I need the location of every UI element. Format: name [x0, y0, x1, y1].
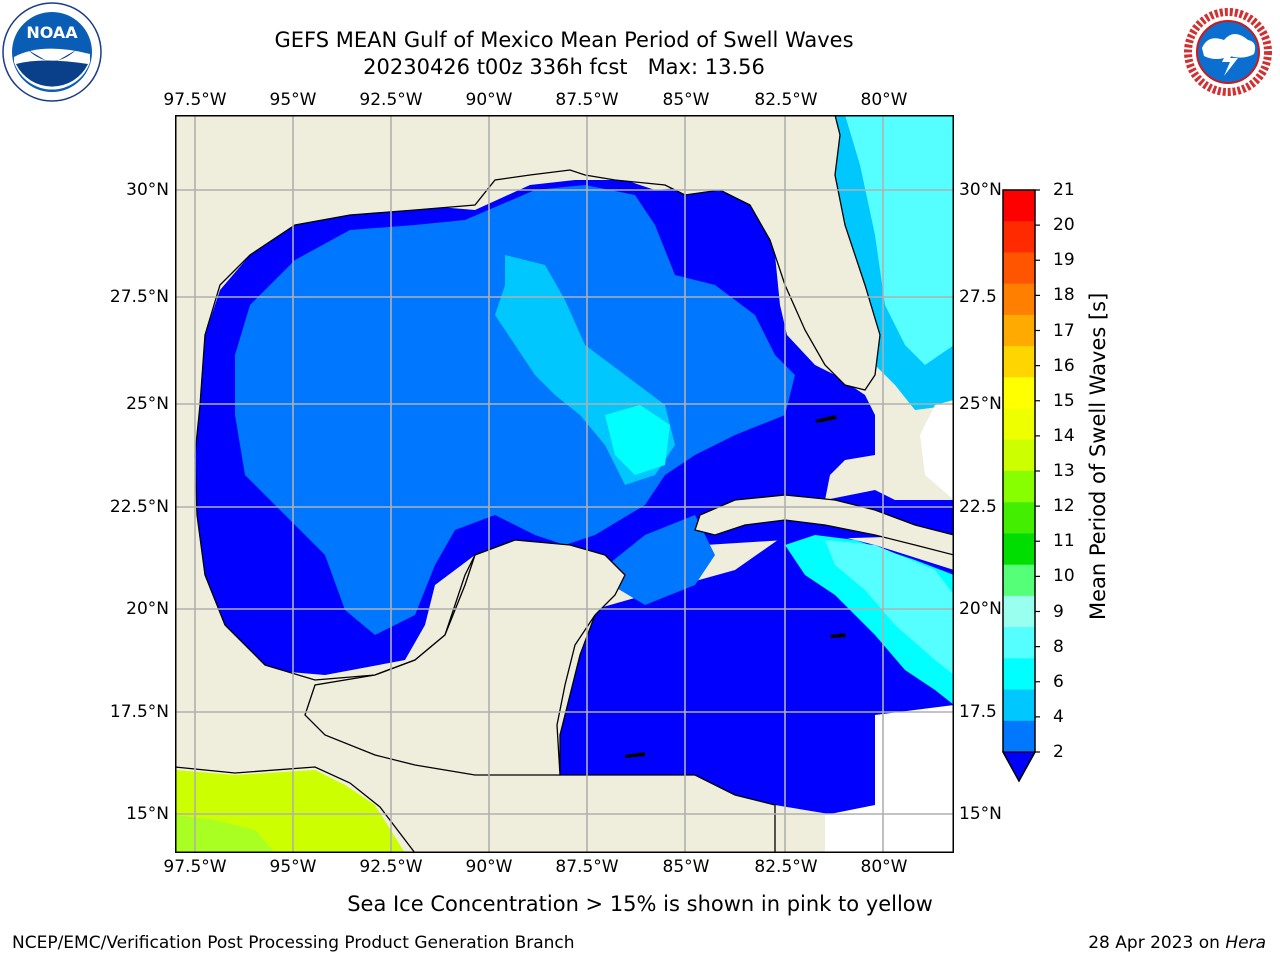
- noaa-logo: NOAA: [2, 2, 102, 102]
- lon-tick-top: 95°W: [269, 90, 317, 110]
- lon-tick-top: 82.5°W: [754, 90, 818, 110]
- lat-tick-left: 22.5°N: [109, 497, 169, 517]
- lon-tick-bottom: 90°W: [465, 857, 513, 877]
- colorbar-label: 21: [1053, 180, 1075, 200]
- lon-tick-bottom: 92.5°W: [359, 857, 423, 877]
- colorbar-title: Mean Period of Swell Waves [s]: [1086, 292, 1110, 620]
- colorbar-label: 15: [1053, 390, 1075, 411]
- lat-tick-left: 17.5°N: [109, 702, 169, 722]
- caribbean-aqua-band: [825, 540, 954, 675]
- lat-tick-right: 22.5: [959, 497, 997, 517]
- colorbar-band: [1003, 502, 1035, 534]
- colorbar-label: 11: [1053, 531, 1075, 552]
- colorbar-band: [1003, 190, 1035, 222]
- colorbar-band: [1003, 252, 1035, 285]
- colorbar-label: 8: [1053, 636, 1064, 657]
- colorbar-label: 20: [1053, 215, 1075, 236]
- lat-tick-right: 30°N: [959, 180, 1002, 200]
- colorbar-band: [1003, 627, 1035, 659]
- colorbar-band: [1003, 377, 1035, 410]
- lat-tick-left: 15°N: [126, 804, 169, 824]
- colorbar-band: [1003, 408, 1035, 441]
- lat-tick-right: 17.5: [959, 702, 997, 722]
- colorbar-band: [1003, 346, 1035, 378]
- colorbar-label: 16: [1053, 355, 1075, 376]
- gulf-cyan-patch-2: [605, 405, 670, 475]
- lat-tick-left: 20°N: [126, 599, 169, 619]
- footer-date-text: 28 Apr 2023 on: [1088, 933, 1226, 953]
- colorbar-label: 2: [1053, 742, 1064, 762]
- colorbar-frame: [1002, 189, 1036, 783]
- lon-tick-bottom: 97.5°W: [163, 857, 227, 877]
- noaa-logo-icon: NOAA: [2, 2, 102, 102]
- colorbar-label: 6: [1053, 671, 1064, 692]
- colorbar-label: 13: [1053, 461, 1075, 481]
- lon-tick-bottom: 85°W: [662, 857, 710, 877]
- lon-tick-bottom: 87.5°W: [555, 857, 619, 877]
- nws-logo-icon: [1180, 4, 1276, 100]
- lat-tick-left: 27.5°N: [109, 287, 169, 307]
- colorbar-band: [1003, 439, 1035, 472]
- atlantic-aqua-field: [845, 115, 954, 365]
- colorbar-label: 10: [1053, 566, 1075, 587]
- lat-tick-right: 27.5: [959, 287, 997, 307]
- colorbar-graphic: [1001, 189, 1040, 783]
- colorbar-band: [1003, 471, 1035, 503]
- colorbar-band: [1003, 689, 1035, 722]
- map-panel: [175, 115, 954, 853]
- colorbar-label: 17: [1053, 320, 1075, 341]
- pacific-lime-field: [175, 815, 275, 853]
- colorbar-band: [1003, 283, 1035, 316]
- lat-tick-left: 25°N: [126, 394, 169, 414]
- land-yucatan: [304, 539, 626, 776]
- nws-logo: [1178, 2, 1278, 102]
- lon-tick-bottom: 95°W: [269, 857, 317, 877]
- colorbar: [1000, 185, 1040, 785]
- colorbar-band: [1003, 564, 1035, 597]
- colorbar-band: [1003, 533, 1035, 566]
- sea-ice-note: Sea Ice Concentration > 15% is shown in …: [347, 892, 933, 916]
- footer-date: 28 Apr 2023 on Hera: [1088, 933, 1266, 953]
- colorbar-label: 18: [1053, 285, 1075, 306]
- noaa-logo-text: NOAA: [26, 23, 78, 42]
- colorbar-band: [1003, 595, 1035, 628]
- lat-tick-right: 20°N: [959, 599, 1002, 619]
- lon-tick-top: 80°W: [860, 90, 908, 110]
- swell-period-map: [175, 115, 954, 853]
- map-frame: [175, 115, 954, 853]
- colorbar-label: 12: [1053, 496, 1075, 517]
- colorbar-band: [1003, 658, 1035, 691]
- lon-tick-top: 90°W: [465, 90, 513, 110]
- colorbar-band: [1003, 221, 1035, 253]
- footer-host: Hera: [1225, 933, 1266, 953]
- chart-subtitle: 20230426 t00z 336h fcst Max: 13.56: [363, 55, 765, 79]
- lat-tick-right: 15°N: [959, 804, 1002, 824]
- land-cuba: [694, 494, 954, 556]
- nodata-patch-2: [920, 400, 954, 500]
- lon-tick-top: 97.5°W: [163, 90, 227, 110]
- colorbar-extend-arrow: [1001, 751, 1037, 783]
- colorbar-label: 19: [1053, 250, 1075, 271]
- lat-tick-left: 30°N: [126, 180, 169, 200]
- lat-tick-right: 25°N: [959, 394, 1002, 414]
- lon-tick-top: 87.5°W: [555, 90, 619, 110]
- chart-title: GEFS MEAN Gulf of Mexico Mean Period of …: [274, 28, 854, 52]
- lon-tick-bottom: 82.5°W: [754, 857, 818, 877]
- footer-credit: NCEP/EMC/Verification Post Processing Pr…: [12, 933, 575, 953]
- colorbar-band: [1003, 720, 1035, 753]
- graticule: [175, 115, 954, 853]
- colorbar-band: [1003, 314, 1035, 347]
- colorbar-label: 4: [1053, 706, 1064, 727]
- lon-tick-top: 85°W: [662, 90, 710, 110]
- colorbar-label: 9: [1053, 601, 1064, 622]
- colorbar-label: 14: [1053, 425, 1075, 446]
- lon-tick-bottom: 80°W: [860, 857, 908, 877]
- nodata-patch-1: [825, 705, 954, 853]
- lon-tick-top: 92.5°W: [359, 90, 423, 110]
